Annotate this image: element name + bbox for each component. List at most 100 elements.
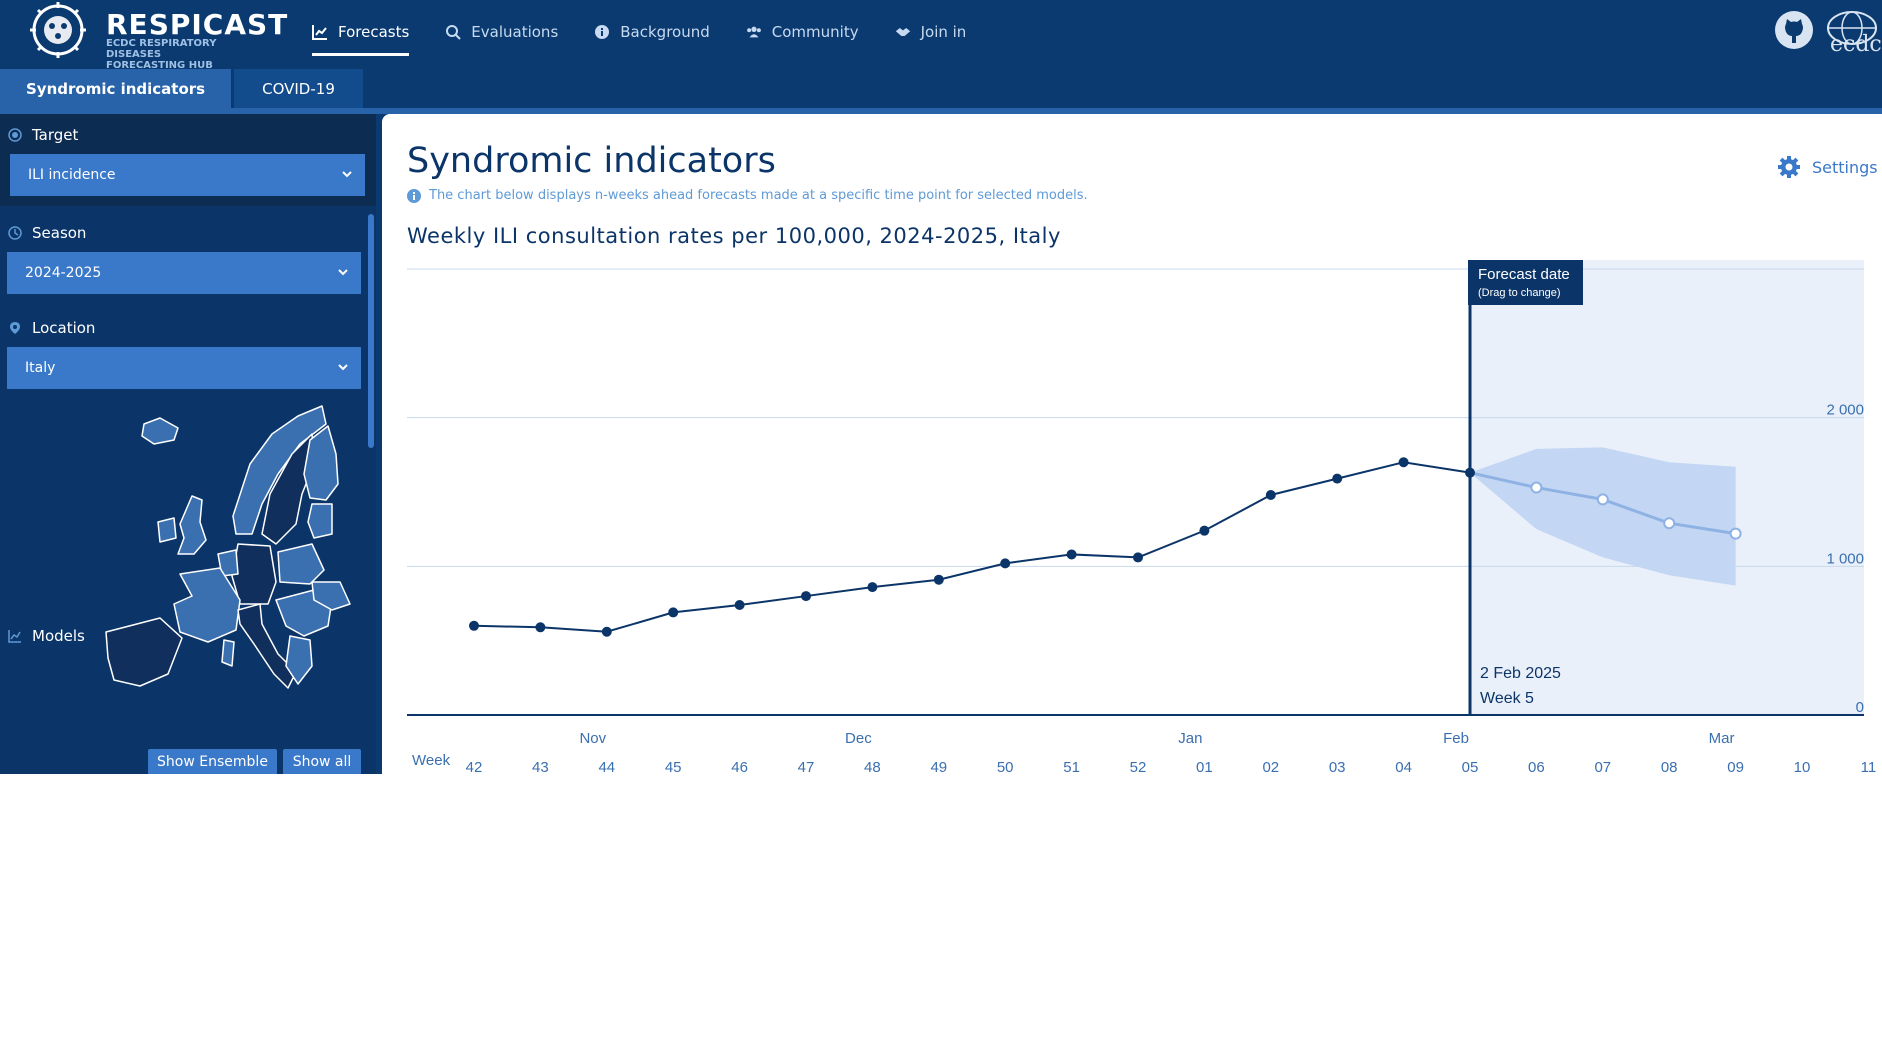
observed-point	[933, 574, 944, 585]
observed-point	[469, 620, 479, 631]
nav-join-in-label: Join in	[920, 23, 967, 41]
target-label: Target	[32, 126, 79, 144]
map-germany	[231, 543, 277, 605]
main-panel: Syndromic indicators The chart below dis…	[382, 114, 1882, 774]
map-france	[173, 567, 241, 643]
observed-point	[867, 582, 878, 593]
location-label: Location	[32, 319, 96, 337]
x-tick-label: 48	[864, 759, 881, 774]
month-label: Feb	[1443, 730, 1469, 747]
app-window: RESPICAST ECDC RESPIRATORY DISEASES FORE…	[0, 0, 1882, 774]
chart-description: The chart below displays n-weeks ahead f…	[407, 188, 1088, 203]
nav-background[interactable]: Background	[594, 0, 710, 64]
x-tick-label: 49	[930, 759, 947, 774]
x-tick-label: 45	[665, 759, 682, 774]
x-tick-label: 43	[532, 759, 549, 774]
location-select[interactable]: Italy	[7, 347, 361, 389]
nav-evaluations[interactable]: Evaluations	[445, 0, 558, 64]
virus-logo-icon	[30, 2, 86, 58]
forecast-points	[1530, 481, 1742, 540]
ecdc-logo[interactable]: ecdc	[1824, 8, 1882, 58]
chart-gridlines	[407, 268, 1864, 567]
season-select[interactable]: 2024-2025	[7, 252, 361, 294]
target-select[interactable]: ILI incidence	[10, 154, 365, 196]
x-tick-label: 09	[1727, 759, 1744, 774]
x-tick-label: 02	[1262, 759, 1279, 774]
nav-forecasts-label: Forecasts	[338, 23, 410, 41]
x-tick-label: 50	[997, 759, 1014, 774]
map-sardinia	[221, 639, 235, 667]
nav-join-in[interactable]: Join in	[895, 0, 967, 64]
map-iceland	[141, 417, 179, 445]
nav-evaluations-label: Evaluations	[471, 23, 559, 41]
y-tick-label: 2 000	[1826, 402, 1864, 419]
x-tick-label: 42	[466, 759, 483, 774]
x-tick-label: 46	[731, 759, 748, 774]
tab-syndromic-indicators[interactable]: Syndromic indicators	[0, 69, 232, 108]
show-ensemble-button[interactable]: Show Ensemble	[148, 749, 277, 774]
respicast-logo[interactable]: RESPICAST ECDC RESPIRATORY DISEASES FORE…	[18, 0, 287, 71]
x-tick-label: 05	[1462, 759, 1479, 774]
main-nav: Forecasts Evaluations Background Communi…	[312, 0, 1002, 64]
observed-point	[601, 626, 612, 637]
disease-tabs: Syndromic indicators COVID-19	[0, 69, 366, 108]
map-italy	[237, 603, 297, 689]
show-all-button[interactable]: Show all	[283, 749, 361, 774]
map-romania	[311, 581, 351, 611]
forecast-date-box[interactable]	[1468, 260, 1583, 305]
forecast-point	[1663, 517, 1676, 530]
x-tick-label: 01	[1196, 759, 1213, 774]
settings-label: Settings	[1812, 157, 1878, 177]
magnify-chart-icon	[446, 25, 462, 40]
observed-point	[734, 599, 745, 610]
nav-community[interactable]: Community	[746, 0, 859, 64]
forecast-date-text: 2 Feb 2025	[1480, 665, 1561, 682]
nav-community-label: Community	[771, 23, 859, 41]
location-value: Italy	[25, 360, 56, 376]
x-tick-label: 04	[1395, 759, 1412, 774]
map-finland	[303, 425, 339, 501]
map-poland	[277, 543, 325, 585]
map-iberia	[105, 617, 183, 687]
season-section: Season	[8, 224, 86, 242]
chart-title: Weekly ILI consultation rates per 100,00…	[407, 224, 1061, 248]
season-value: 2024-2025	[25, 265, 102, 281]
week-axis-label: Week	[412, 752, 451, 769]
clock-icon	[8, 226, 22, 240]
x-tick-labels: 42 43 44 45 46 47 48 49 50 51 52 01 02 03 04 05 06 07 08 09…	[466, 759, 1877, 774]
nav-forecasts[interactable]: Forecasts	[312, 0, 410, 64]
observed-line	[473, 461, 1471, 633]
x-tick-label: 06	[1528, 759, 1545, 774]
sidebar-scrollbar[interactable]	[368, 214, 374, 448]
forecast-chart[interactable]: 0 1 000 2 000 42 43 44 45 46 47 48 49 50 51 52 01 02 03…	[382, 114, 1882, 774]
info-icon	[595, 25, 610, 39]
settings-button[interactable]: Settings	[1778, 156, 1878, 178]
target-value: ILI incidence	[28, 167, 116, 183]
github-icon[interactable]	[1774, 10, 1814, 50]
top-bar: RESPICAST ECDC RESPIRATORY DISEASES FORE…	[0, 0, 1882, 71]
chevron-down-icon	[338, 364, 348, 371]
brand-subtitle-line-1: ECDC RESPIRATORY DISEASES	[106, 38, 217, 60]
y-tick-label: 0	[1856, 699, 1864, 716]
handshake-icon	[895, 28, 910, 36]
map-norway	[232, 405, 327, 535]
x-tick-label: 07	[1594, 759, 1611, 774]
observed-point	[535, 622, 546, 633]
month-label: Dec	[845, 730, 872, 747]
forecast-point	[1596, 493, 1609, 506]
x-tick-label: 03	[1329, 759, 1346, 774]
map-pin-icon	[10, 322, 20, 334]
forecast-date-handle[interactable]: Forecast date (Drag to change)	[1468, 260, 1583, 305]
forecast-date-box-subtitle: (Drag to change)	[1478, 287, 1561, 299]
y-tick-label: 1 000	[1826, 550, 1864, 567]
month-labels: Nov Dec Jan Feb Mar	[579, 730, 1734, 747]
season-label: Season	[32, 224, 87, 242]
forecast-week-text: Week 5	[1480, 690, 1534, 707]
tab-covid-19[interactable]: COVID-19	[234, 69, 363, 108]
location-section: Location	[8, 319, 95, 337]
ecdc-text: ecdc	[1830, 32, 1882, 57]
page-title: Syndromic indicators	[407, 141, 776, 181]
observed-points	[469, 457, 1475, 637]
x-tick-label: 11	[1861, 759, 1877, 774]
europe-map[interactable]	[100, 404, 360, 714]
